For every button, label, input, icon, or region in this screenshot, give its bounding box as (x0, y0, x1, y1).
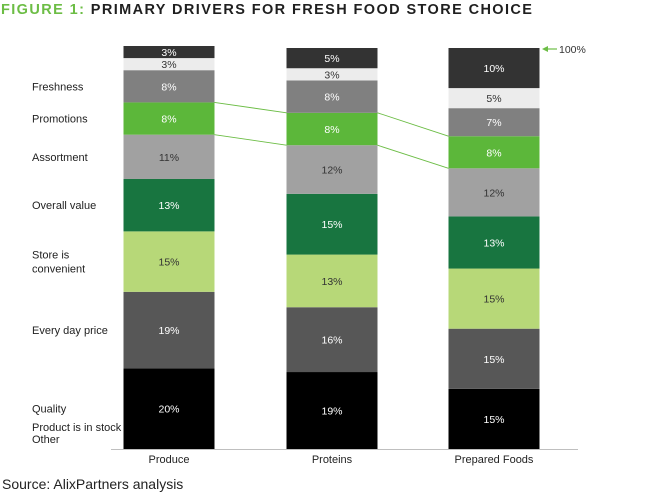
data-label: 13% (158, 200, 179, 212)
bar-prepared-foods-promotions (448, 136, 540, 169)
bar-proteins-store-is-convenient (286, 254, 378, 308)
connector-line (377, 112, 449, 137)
data-label: 7% (486, 117, 501, 129)
bar-produce-promotions (123, 102, 215, 135)
data-label: 19% (158, 325, 179, 337)
bar-produce-freshness (123, 70, 215, 103)
category-label: Proteins (312, 454, 353, 466)
legend-label-store-is-convenient: Store is convenient (32, 250, 85, 276)
connector-line (214, 134, 287, 146)
data-label: 15% (483, 294, 504, 306)
bar-prepared-foods-every-day-price (448, 328, 540, 389)
bar-prepared-foods-product-is-in-stock (448, 88, 540, 109)
data-label: 15% (483, 354, 504, 366)
bar-prepared-foods-other (448, 48, 540, 89)
figure-title: PRIMARY DRIVERS FOR FRESH FOOD STORE CHO… (90, 2, 534, 18)
legend-label-other: Other (32, 434, 60, 446)
legend-label-every-day-price: Every day price (32, 325, 108, 337)
bar-produce-product-is-in-stock (123, 58, 215, 71)
data-label: 20% (158, 404, 179, 416)
legend-label-assortment: Assortment (32, 152, 88, 164)
data-label: 8% (324, 124, 339, 136)
legend-label-product-is-in-stock: Product is in stock (32, 422, 122, 434)
data-label: 8% (161, 81, 176, 93)
annotation-label: 100% (559, 44, 586, 56)
bar-proteins-overall-value (286, 193, 378, 255)
legend-label-freshness: Freshness (32, 81, 84, 93)
bar-prepared-foods-store-is-convenient (448, 268, 540, 329)
connector-line (214, 101, 287, 114)
bar-produce-assortment (123, 134, 215, 179)
bar-produce-quality (123, 368, 215, 449)
data-label: 15% (321, 219, 342, 231)
data-label: 12% (483, 187, 504, 199)
bar-prepared-foods-overall-value (448, 216, 540, 269)
legend-label-promotions: Promotions (32, 114, 88, 126)
data-label: 11% (159, 152, 179, 164)
data-label: 5% (486, 93, 501, 105)
bar-proteins-promotions (286, 112, 378, 146)
legend-label-quality: Quality (32, 404, 67, 416)
legend-label-overall-value: Overall value (32, 200, 96, 212)
bar-proteins-product-is-in-stock (286, 68, 378, 81)
data-label: 13% (321, 276, 342, 288)
bar-prepared-foods-assortment (448, 168, 540, 217)
chart-title: FIGURE 1: PRIMARY DRIVERS FOR FRESH FOOD… (1, 2, 533, 18)
stacked-bar-chart: 20%19%15%13%11%8%8%3%3%19%16%13%15%12%8%… (32, 44, 586, 466)
bar-proteins-freshness (286, 80, 378, 113)
bar-produce-overall-value (123, 178, 215, 232)
data-label: 3% (161, 59, 176, 71)
data-label: 15% (158, 257, 179, 269)
bar-produce-other (123, 46, 215, 59)
source-note: Source: AlixPartners analysis (2, 476, 184, 492)
connector-line (377, 144, 449, 169)
data-label: 8% (486, 147, 501, 159)
bar-prepared-foods-freshness (448, 108, 540, 137)
data-label: 12% (321, 165, 342, 177)
data-label: 5% (324, 53, 339, 65)
data-label: 10% (483, 63, 504, 75)
data-label: 8% (324, 92, 339, 104)
data-label: 15% (483, 414, 504, 426)
bar-prepared-foods-quality (448, 388, 540, 449)
figure-label: FIGURE 1: (1, 2, 86, 18)
data-label: 16% (321, 335, 342, 347)
bar-proteins-quality (286, 372, 378, 449)
data-label: 3% (161, 47, 176, 59)
annotation-arrowhead (542, 46, 548, 52)
data-label: 3% (324, 69, 339, 81)
bar-produce-store-is-convenient (123, 231, 215, 292)
category-label: Produce (149, 454, 190, 466)
bar-produce-every-day-price (123, 291, 215, 369)
data-label: 13% (483, 237, 504, 249)
bar-proteins-assortment (286, 145, 378, 194)
bar-proteins-other (286, 48, 378, 69)
category-label: Prepared Foods (455, 454, 534, 466)
data-label: 8% (161, 114, 176, 126)
bar-proteins-every-day-price (286, 307, 378, 373)
data-label: 19% (321, 406, 342, 418)
